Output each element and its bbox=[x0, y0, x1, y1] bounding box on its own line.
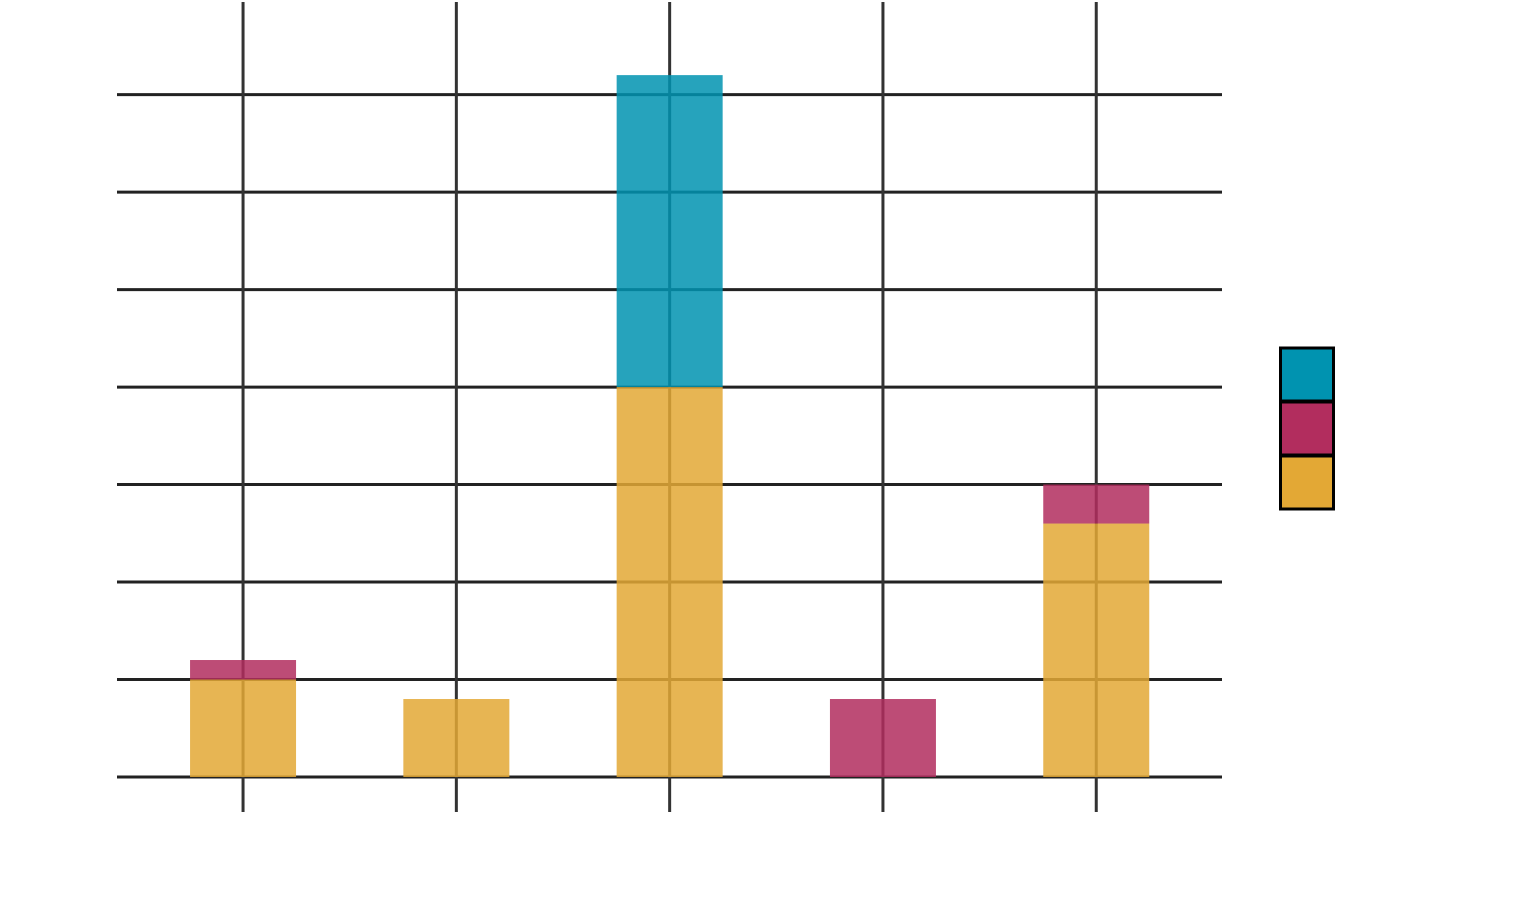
bar-segment bbox=[829, 699, 936, 777]
legend-key bbox=[1279, 346, 1335, 403]
bar-segment bbox=[1043, 484, 1150, 524]
legend-key bbox=[1279, 454, 1335, 511]
bar-segment bbox=[616, 75, 723, 388]
bar-segment bbox=[190, 679, 297, 777]
legend-key bbox=[1279, 400, 1335, 457]
bar-segment bbox=[616, 387, 723, 777]
bar-segment bbox=[190, 660, 297, 680]
bar-segment bbox=[403, 699, 510, 777]
bar-segment bbox=[1043, 523, 1150, 777]
